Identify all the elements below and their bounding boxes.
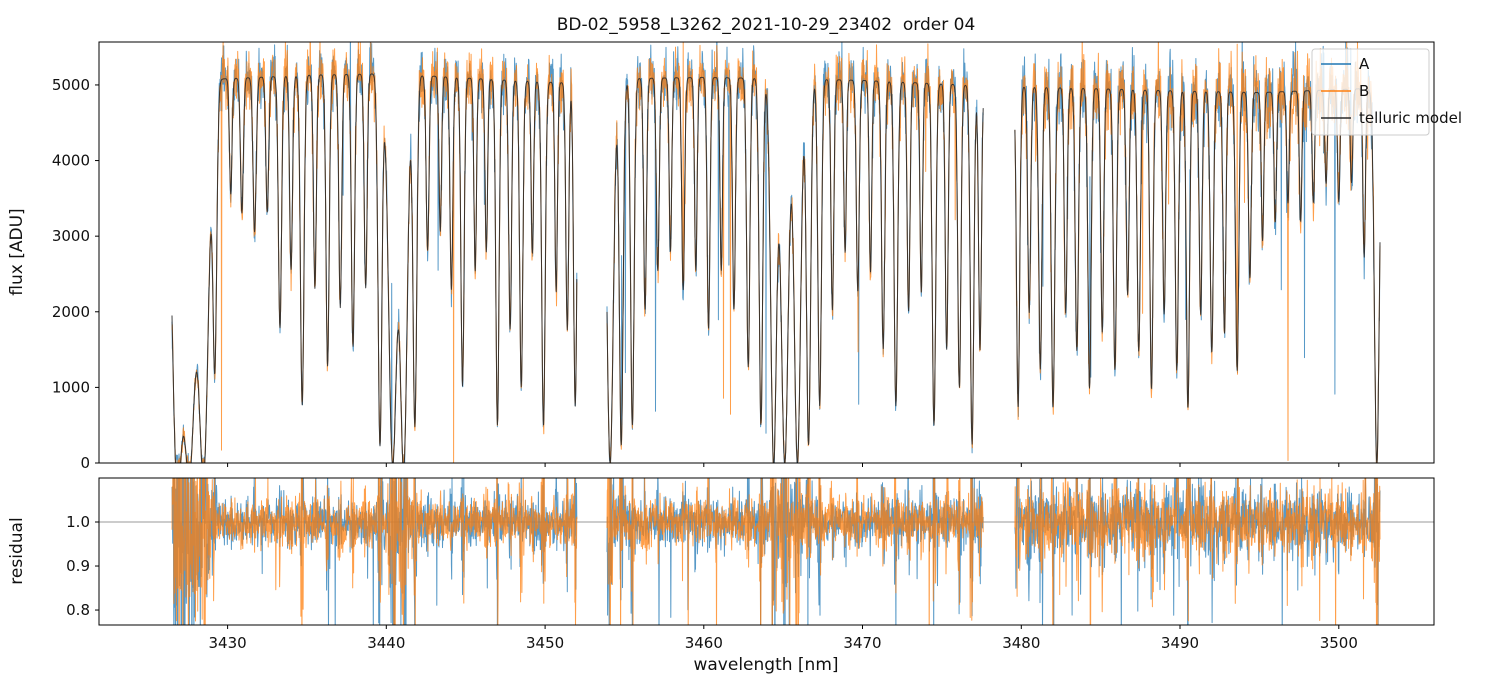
legend-box: [1311, 48, 1430, 136]
x-tick-label: 3480: [1002, 634, 1040, 652]
series-b-flux-line: [171, 42, 1381, 463]
y-tick-label: 1.0: [66, 513, 90, 531]
x-tick-label: 3470: [843, 634, 881, 652]
legend-entry-label: B: [1359, 82, 1369, 100]
y-axis-label-flux: flux [ADU]: [7, 208, 27, 295]
y-tick-label: 3000: [52, 227, 90, 245]
series-a-flux-line: [171, 42, 1381, 463]
x-tick-label: 3500: [1320, 634, 1358, 652]
y-tick-label: 4000: [52, 152, 90, 170]
x-tick-label: 3490: [1161, 634, 1199, 652]
x-tick-label: 3440: [367, 634, 405, 652]
y-tick-label: 0.9: [66, 557, 90, 575]
x-axis-label: wavelength [nm]: [693, 655, 838, 675]
y-tick-label: 2000: [52, 303, 90, 321]
chart-layer: 3430 3440 3450 3460 3470 3480 3490 3500 0 1000 200…: [52, 41, 1462, 652]
residual-panel-frame: [98, 477, 1435, 626]
y-tick-label: 5000: [52, 76, 90, 94]
x-tick-label: 3460: [685, 634, 723, 652]
y-tick-label: 0: [80, 454, 90, 472]
legend-entry-label: telluric model: [1359, 109, 1462, 127]
y-tick-label: 1000: [52, 378, 90, 396]
y-tick-label: 0.8: [66, 601, 90, 619]
series-b-residual-line: [171, 478, 1381, 625]
x-tick-label: 3430: [209, 634, 247, 652]
plot-title: BD-02_5958_L3262_2021-10-29_23402 order …: [557, 15, 976, 35]
y-axis-label-residual: residual: [7, 517, 27, 584]
flux-panel-frame: [98, 41, 1435, 464]
x-tick-label: 3450: [526, 634, 564, 652]
telluric-model-line: [171, 73, 1381, 463]
legend-entry-label: A: [1359, 55, 1370, 73]
